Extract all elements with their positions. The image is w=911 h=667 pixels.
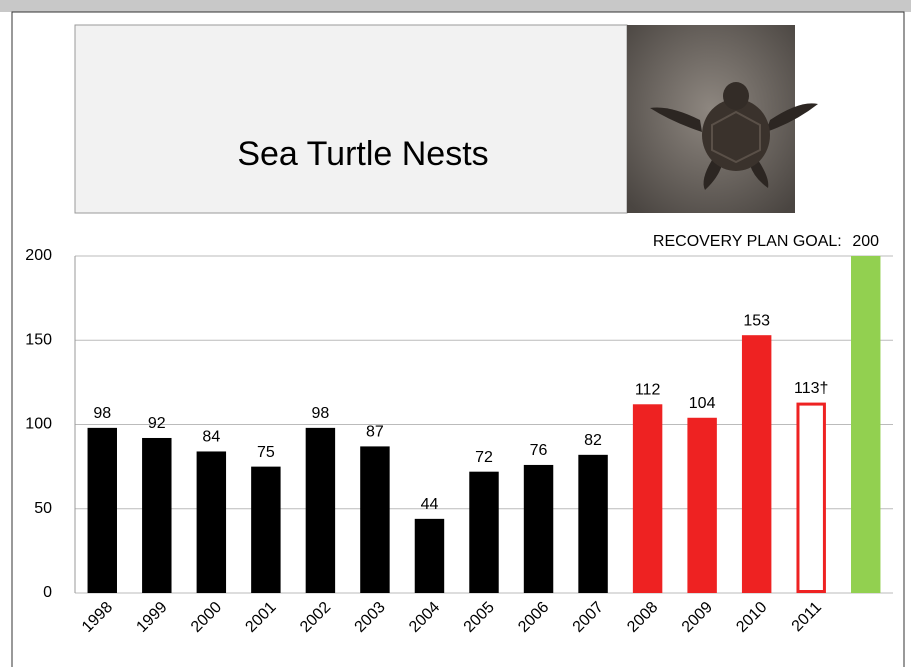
value-label: 92 — [148, 415, 166, 432]
value-label: 153 — [743, 312, 770, 329]
value-label: 87 — [366, 424, 384, 441]
y-tick-label: 150 — [25, 331, 52, 348]
y-tick-label: 0 — [43, 584, 52, 601]
bar — [142, 437, 172, 593]
title-box — [74, 24, 628, 214]
bar — [414, 518, 445, 593]
bar — [687, 417, 717, 593]
bar — [632, 404, 663, 593]
bar — [851, 256, 881, 593]
top-bar — [0, 0, 911, 12]
value-label: 76 — [530, 442, 548, 459]
y-tick-label: 50 — [34, 500, 52, 517]
bar — [251, 466, 281, 593]
bar — [196, 451, 227, 593]
bar — [87, 427, 117, 593]
value-label: 98 — [93, 405, 111, 422]
annotation: RECOVERY PLAN GOAL: — [653, 233, 842, 250]
value-label: 44 — [421, 496, 439, 513]
y-tick-label: 200 — [25, 247, 52, 264]
bar — [741, 335, 772, 593]
value-label: 84 — [202, 429, 220, 446]
value-label: 82 — [584, 432, 602, 449]
value-label: 200 — [852, 233, 879, 250]
value-label: 98 — [312, 405, 330, 422]
value-label: 113† — [794, 380, 828, 397]
bar — [305, 427, 336, 593]
value-label: 72 — [475, 449, 493, 466]
bar — [469, 471, 499, 593]
bar — [578, 454, 608, 593]
chart-title: Sea Turtle Nests — [237, 135, 488, 173]
photo — [627, 25, 818, 213]
value-label: 104 — [689, 395, 716, 412]
bar — [796, 402, 826, 593]
bar — [523, 464, 554, 593]
bar — [360, 446, 390, 593]
value-label: 112 — [635, 381, 661, 398]
value-label: 75 — [257, 444, 275, 461]
y-tick-label: 100 — [25, 416, 52, 433]
